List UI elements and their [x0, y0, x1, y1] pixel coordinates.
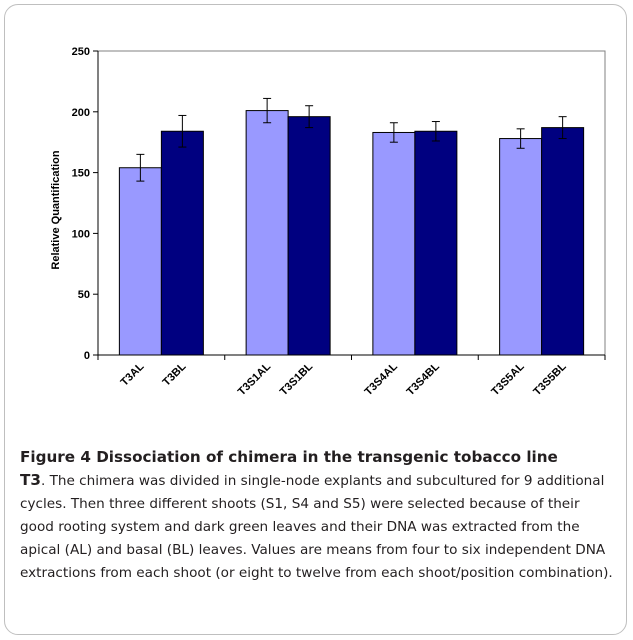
x-tick-label: T3BL	[161, 360, 189, 388]
y-tick-label: 150	[72, 168, 90, 180]
figure-caption: Figure 4 Dissociation of chimera in the …	[20, 446, 615, 585]
bar	[414, 130, 458, 356]
bar	[287, 116, 331, 356]
x-tick-label: T3S5AL	[489, 360, 527, 398]
y-axis-label: Relative Quantification	[50, 150, 62, 269]
bar	[372, 131, 416, 356]
x-tick-label: T3S1AL	[236, 360, 274, 398]
caption-lead: T3	[20, 471, 41, 489]
y-tick-label: 50	[78, 289, 90, 301]
bar	[245, 110, 289, 356]
bar-chart: Relative Quantification 0 50 100 150 200 250 T…	[50, 46, 606, 398]
bar	[118, 167, 162, 356]
x-tick-label: T3S4AL	[363, 360, 401, 398]
x-tick-label: T3S5BL	[531, 360, 569, 398]
x-tick-label: T3AL	[119, 360, 147, 388]
bar	[541, 127, 585, 356]
x-tick-label: T3S1BL	[278, 360, 316, 398]
y-tick-label: 0	[84, 350, 90, 362]
caption-title: Figure 4 Dissociation of chimera in the …	[20, 448, 558, 466]
x-tick-label: T3S4BL	[405, 360, 443, 398]
y-tick-label: 100	[72, 228, 90, 240]
caption-body: . The chimera was divided in single-node…	[20, 473, 613, 581]
bar	[499, 138, 543, 356]
y-tick-label: 200	[72, 107, 90, 119]
y-tick-label: 250	[72, 46, 90, 58]
bar	[160, 130, 204, 356]
